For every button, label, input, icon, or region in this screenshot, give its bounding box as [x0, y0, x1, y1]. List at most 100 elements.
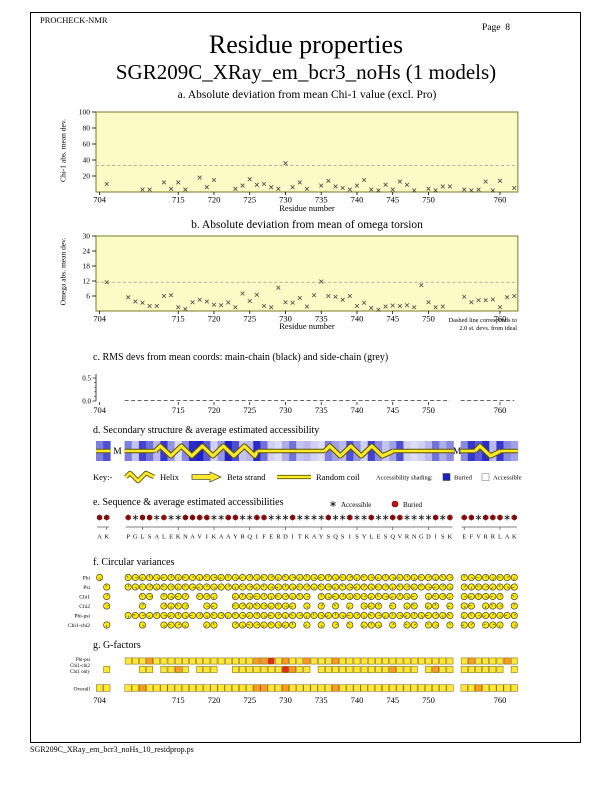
panel-b-note-line2: 2.0 st. devs. from ideal — [459, 325, 517, 332]
gfactor-square — [489, 684, 497, 692]
gfactor-square — [367, 666, 375, 673]
gfactor-square — [360, 657, 368, 665]
gfactor-square — [382, 657, 389, 665]
svg-text:760: 760 — [494, 695, 507, 705]
beta-strand-icon — [191, 471, 222, 483]
buried-legend-icon — [391, 500, 399, 508]
gfactor-square — [138, 684, 147, 692]
svg-text:S: S — [384, 534, 388, 541]
gfactor-square — [210, 657, 218, 665]
gfactor-square — [460, 684, 468, 692]
gfactor-square — [510, 666, 518, 673]
svg-text:Y: Y — [362, 534, 367, 541]
gfactor-square — [146, 657, 153, 665]
gfactor-square — [146, 684, 154, 692]
gfactor-square — [446, 666, 454, 673]
panel-c-title: c. RMS devs from mean coords: main-chain… — [93, 352, 389, 363]
svg-text:K: K — [176, 534, 181, 541]
gfactor-square — [139, 666, 146, 673]
svg-text:745: 745 — [386, 195, 399, 205]
app-title: PROCHECK-NMR — [40, 15, 108, 25]
svg-text:Chi1 only: Chi1 only — [70, 670, 90, 675]
gfactor-square — [332, 666, 339, 673]
svg-text:Chi2: Chi2 — [79, 604, 90, 610]
gfactor-square — [446, 684, 454, 692]
accessible-swatch — [481, 473, 490, 481]
svg-text:740: 740 — [351, 695, 364, 705]
svg-text:E: E — [376, 534, 380, 541]
gfactor-square — [439, 684, 447, 692]
accessibility-cell — [346, 441, 354, 461]
svg-text:K: K — [212, 534, 217, 541]
svg-text:730: 730 — [279, 314, 292, 324]
gfactor-square — [239, 666, 246, 673]
gfactor-square — [296, 657, 304, 665]
svg-text:G: G — [419, 534, 424, 541]
svg-text:Y: Y — [319, 534, 324, 541]
gfactor-square — [296, 684, 304, 692]
gfactor-square — [274, 684, 282, 692]
gfactor-square — [267, 684, 275, 692]
svg-text:Phi: Phi — [83, 576, 91, 582]
svg-text:750: 750 — [422, 405, 435, 415]
gfactor-square — [139, 657, 146, 665]
gfactor-square — [246, 666, 254, 673]
svg-text:704: 704 — [93, 695, 107, 705]
panel-b-xlabel: Residue number — [279, 321, 335, 331]
gfactor-square — [232, 657, 239, 665]
gfactor-square — [239, 657, 246, 665]
gfactor-square — [325, 666, 332, 673]
svg-text:715: 715 — [172, 195, 185, 205]
accessibility-cell — [489, 441, 497, 461]
gfactor-square — [231, 684, 239, 692]
svg-text:K: K — [104, 534, 109, 541]
svg-text:T: T — [298, 534, 302, 541]
svg-text:750: 750 — [422, 695, 435, 705]
gfactor-square — [482, 666, 490, 673]
gfactor-square — [403, 666, 411, 673]
svg-text:715: 715 — [172, 314, 185, 324]
output-filename: SGR209C_XRay_em_bcr3_noHs_10_residprop.p… — [30, 745, 194, 754]
svg-text:740: 740 — [351, 195, 364, 205]
gfactor-square — [339, 657, 347, 665]
svg-text:735: 735 — [315, 405, 328, 415]
panel-a-plot: 20 40 60 80 100 704 715 720 725 730 735 740 745 750 76… — [79, 108, 519, 205]
svg-text:720: 720 — [208, 314, 221, 324]
svg-text:Chi1-chi2: Chi1-chi2 — [70, 664, 90, 669]
gfactor-square — [510, 657, 518, 665]
svg-text:Accessibility shading:: Accessibility shading: — [376, 475, 433, 482]
gfactor-square — [310, 657, 318, 665]
svg-text:740: 740 — [351, 314, 364, 324]
svg-text:735: 735 — [315, 314, 328, 324]
svg-text:Q: Q — [333, 534, 338, 541]
gfactor-square — [174, 657, 182, 665]
svg-text:S: S — [148, 534, 152, 541]
svg-text:E: E — [169, 534, 173, 541]
gfactor-square — [410, 657, 418, 665]
svg-text:725: 725 — [243, 405, 256, 415]
gfactor-square — [482, 657, 490, 665]
svg-text:A: A — [190, 534, 195, 541]
gfactor-square — [167, 657, 175, 665]
panel-f-dials: Phi Psi Chi1 Chi2 Phi-psi Chi1-chi2 — [68, 573, 518, 629]
svg-text:704: 704 — [93, 405, 107, 415]
gfactor-square — [346, 666, 354, 673]
gfactor-square — [475, 657, 482, 665]
svg-text:745: 745 — [386, 314, 399, 324]
accessibility-cell — [188, 441, 197, 461]
svg-text:704: 704 — [93, 195, 107, 205]
gfactor-square — [325, 657, 332, 665]
svg-text:K: K — [512, 534, 517, 541]
gfactor-square — [274, 666, 282, 673]
variance-dial — [124, 583, 132, 591]
svg-text:E: E — [462, 534, 466, 541]
svg-text:80: 80 — [83, 124, 91, 133]
svg-text:745: 745 — [386, 695, 399, 705]
svg-text:725: 725 — [243, 195, 256, 205]
svg-text:Y: Y — [233, 534, 238, 541]
gfactor-square — [160, 684, 168, 692]
accessibility-cell — [167, 441, 175, 461]
svg-text:6: 6 — [86, 292, 90, 301]
